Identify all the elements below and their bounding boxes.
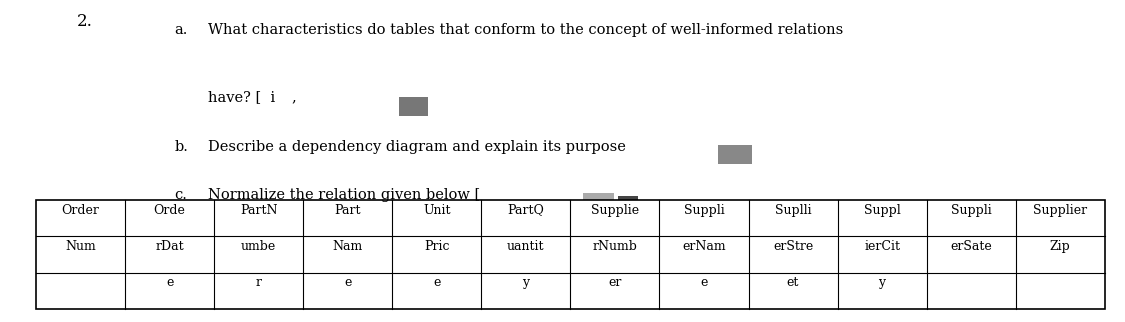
Text: e: e bbox=[700, 277, 708, 289]
Text: b.: b. bbox=[174, 140, 188, 154]
Text: Normalize the relation given below [: Normalize the relation given below [ bbox=[208, 188, 480, 202]
Text: e: e bbox=[433, 277, 441, 289]
Text: 2.: 2. bbox=[76, 13, 92, 30]
Text: Order: Order bbox=[62, 204, 99, 216]
Text: PartQ: PartQ bbox=[507, 204, 544, 216]
Text: Supplie: Supplie bbox=[591, 204, 639, 216]
Text: ierCit: ierCit bbox=[864, 240, 900, 253]
Text: Unit: Unit bbox=[423, 204, 450, 216]
Text: a.: a. bbox=[174, 23, 188, 36]
Text: PartN: PartN bbox=[240, 204, 278, 216]
Text: have? [  i    ,: have? [ i , bbox=[208, 90, 297, 104]
Text: erStre: erStre bbox=[773, 240, 813, 253]
Text: er: er bbox=[609, 277, 622, 289]
Text: erSate: erSate bbox=[951, 240, 992, 253]
Text: et: et bbox=[786, 277, 799, 289]
Text: Suppl: Suppl bbox=[864, 204, 900, 216]
Text: Describe a dependency diagram and explain its purpose: Describe a dependency diagram and explai… bbox=[208, 140, 626, 154]
Text: What characteristics do tables that conform to the concept of well-informed rela: What characteristics do tables that conf… bbox=[208, 23, 844, 36]
Text: erNam: erNam bbox=[682, 240, 726, 253]
Bar bbox=[618, 196, 638, 217]
Bar bbox=[399, 97, 428, 116]
Text: Orde: Orde bbox=[154, 204, 186, 216]
Text: Pric: Pric bbox=[424, 240, 450, 253]
Text: e: e bbox=[344, 277, 351, 289]
Text: Zip: Zip bbox=[1050, 240, 1071, 253]
Text: umbe: umbe bbox=[241, 240, 277, 253]
Bar bbox=[583, 193, 614, 211]
Text: Part: Part bbox=[334, 204, 361, 216]
Text: Nam: Nam bbox=[333, 240, 363, 253]
Bar bbox=[718, 145, 752, 164]
Text: Suppli: Suppli bbox=[684, 204, 724, 216]
Bar bbox=[36, 200, 1105, 309]
Text: uantit: uantit bbox=[507, 240, 544, 253]
Text: rNumb: rNumb bbox=[593, 240, 638, 253]
Text: Suplli: Suplli bbox=[775, 204, 811, 216]
Text: Num: Num bbox=[65, 240, 96, 253]
Text: c.: c. bbox=[174, 188, 187, 202]
Text: y: y bbox=[522, 277, 530, 289]
Text: y: y bbox=[879, 277, 885, 289]
Text: rDat: rDat bbox=[155, 240, 183, 253]
Text: r: r bbox=[255, 277, 262, 289]
Text: Supplier: Supplier bbox=[1033, 204, 1087, 216]
Text: Suppli: Suppli bbox=[951, 204, 991, 216]
Text: e: e bbox=[165, 277, 173, 289]
